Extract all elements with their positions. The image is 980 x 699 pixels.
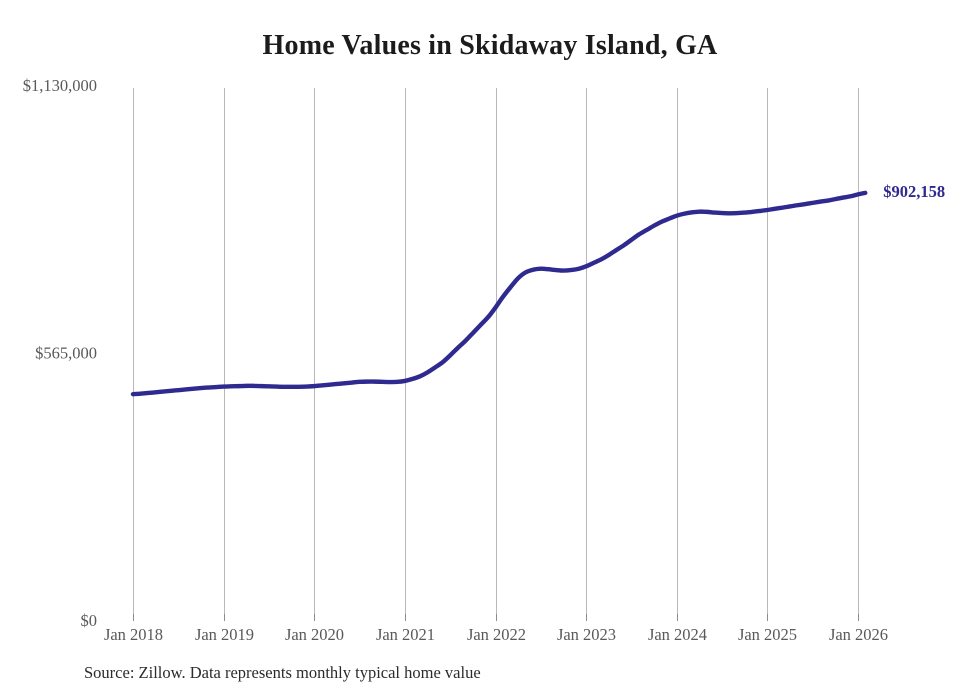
y-tick-label: $565,000 xyxy=(35,344,97,363)
x-tick-label: Jan 2026 xyxy=(829,625,888,644)
end-value-annotation: $902,158 xyxy=(883,181,946,201)
x-tick-label: Jan 2018 xyxy=(104,625,163,644)
x-tick-label: Jan 2019 xyxy=(195,625,254,644)
x-tick-label: Jan 2024 xyxy=(648,625,707,644)
x-tick-marks xyxy=(133,614,859,621)
x-tick-label: Jan 2020 xyxy=(285,625,344,644)
source-note: Source: Zillow. Data represents monthly … xyxy=(84,663,481,682)
x-tick-label: Jan 2022 xyxy=(467,625,526,644)
x-tick-label: Jan 2023 xyxy=(557,625,616,644)
y-axis-tick-labels: $0 $565,000 $1,130,000 xyxy=(23,76,97,630)
y-tick-label: $0 xyxy=(81,611,98,630)
gridlines xyxy=(133,88,859,614)
home-value-line-series xyxy=(130,190,868,397)
x-axis-tick-labels: Jan 2018 Jan 2019 Jan 2020 Jan 2021 Jan 2022… xyxy=(104,625,888,644)
x-tick-label: Jan 2021 xyxy=(376,625,435,644)
x-tick-label: Jan 2025 xyxy=(738,625,797,644)
y-tick-label: $1,130,000 xyxy=(23,76,97,95)
chart-title: Home Values in Skidaway Island, GA xyxy=(262,30,718,61)
